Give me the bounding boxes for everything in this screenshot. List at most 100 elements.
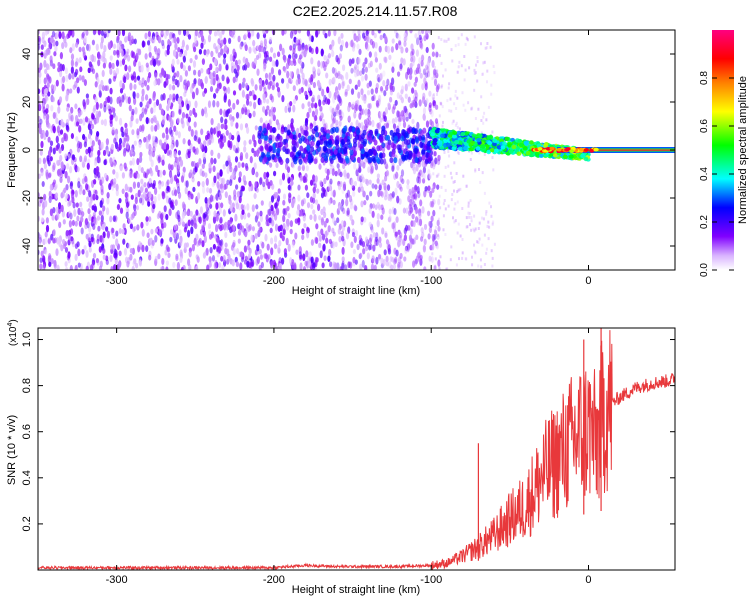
- spectrogram-noise-cell: [171, 110, 175, 118]
- spectrogram-noise-cell: [161, 159, 165, 166]
- spectrogram-faint-cell: [434, 103, 437, 107]
- spectrogram-noise-cell: [138, 240, 142, 247]
- spectrogram-noise-cell: [266, 209, 271, 216]
- spectrogram-faint-cell: [451, 59, 454, 63]
- spectrogram-noise-cell: [47, 64, 51, 71]
- spectrogram-noise-cell: [339, 171, 343, 178]
- spectrogram-noise-cell: [248, 100, 253, 107]
- spectrogram-noise-cell: [81, 159, 85, 167]
- spectrogram-noise-cell: [330, 190, 334, 197]
- spectrogram-noise-cell: [374, 87, 379, 94]
- spectrogram-noise-cell: [74, 189, 78, 198]
- spectrogram-noise-cell: [87, 232, 92, 239]
- spectrogram-noise-cell: [257, 221, 261, 227]
- spectrogram-noise-cell: [172, 230, 176, 239]
- spectrogram-noise-cell: [253, 139, 257, 148]
- spectrogram-band-cell: [282, 139, 287, 145]
- spectrogram-noise-cell: [136, 158, 140, 166]
- spectrogram-noise-cell: [71, 30, 75, 38]
- spectrogram-noise-cell: [213, 158, 217, 165]
- spectrogram-noise-cell: [64, 261, 68, 267]
- spectrogram-noise-cell: [161, 191, 165, 200]
- spectrogram-faint-cell: [491, 264, 494, 268]
- spectrogram-noise-cell: [225, 109, 229, 118]
- spectrogram-noise-cell: [75, 41, 79, 48]
- spectrogram-noise-cell: [125, 192, 129, 198]
- spectrogram-noise-cell: [73, 163, 77, 171]
- spectrogram-band-cell: [326, 148, 331, 155]
- spectrogram-noise-cell: [64, 67, 68, 75]
- spectrogram-noise-cell: [273, 170, 277, 177]
- spectrogram-faint-cell: [478, 168, 480, 171]
- spectrogram-noise-cell: [131, 265, 135, 270]
- spectrogram-noise-cell: [382, 70, 386, 77]
- spectrogram-noise-cell: [212, 99, 216, 108]
- spectrogram-noise-cell: [107, 95, 111, 104]
- spectrogram-noise-cell: [414, 76, 418, 83]
- spectrogram-noise-cell: [83, 101, 87, 110]
- spectrogram-noise-cell: [152, 36, 156, 44]
- spectrogram-noise-cell: [345, 232, 350, 240]
- spectrogram-noise-cell: [55, 40, 59, 47]
- spectrogram-noise-cell: [198, 48, 202, 55]
- spectrogram-noise-cell: [246, 203, 250, 211]
- spectrogram-noise-cell: [97, 171, 101, 179]
- spectrogram-noise-cell: [148, 216, 152, 222]
- spectrogram-noise-cell: [355, 119, 359, 127]
- figure-title: C2E2.2025.214.11.57.R08: [293, 3, 458, 19]
- spectrogram-noise-cell: [193, 222, 197, 228]
- spectrogram-noise-cell: [145, 62, 149, 68]
- spectrogram-noise-cell: [148, 153, 153, 162]
- spectrogram-noise-cell: [187, 65, 191, 72]
- spectrogram-noise-cell: [253, 192, 257, 200]
- spectrogram-noise-cell: [88, 240, 92, 248]
- spectrogram-noise-cell: [99, 200, 103, 208]
- spectrogram-faint-cell: [470, 228, 473, 232]
- spectrogram-noise-cell: [176, 166, 180, 175]
- spectrogram-noise-cell: [40, 169, 44, 177]
- spectrogram-noise-cell: [156, 52, 160, 60]
- spectrogram-noise-cell: [340, 39, 345, 48]
- spectrogram-noise-cell: [172, 261, 176, 269]
- spectrogram-noise-cell: [431, 42, 435, 50]
- spectrogram-noise-cell: [151, 240, 155, 246]
- spectrogram-noise-cell: [384, 57, 388, 64]
- spectrogram-noise-cell: [197, 180, 201, 187]
- spectrogram-noise-cell: [232, 54, 236, 62]
- spectrogram-noise-cell: [368, 237, 372, 245]
- spectrogram-noise-cell: [200, 67, 204, 74]
- spectrogram-noise-cell: [284, 105, 288, 114]
- spectrogram-noise-cell: [364, 264, 368, 270]
- spectrogram-noise-cell: [146, 232, 150, 239]
- spectrogram-noise-cell: [201, 170, 205, 177]
- spectrogram-noise-cell: [421, 54, 425, 62]
- spectrogram-noise-cell: [331, 227, 335, 234]
- spectrogram-noise-cell: [427, 57, 431, 65]
- spectrogram-noise-cell: [217, 44, 221, 50]
- spectrogram-noise-cell: [281, 78, 285, 84]
- spectrogram-noise-cell: [38, 239, 42, 246]
- spectrogram-noise-cell: [167, 252, 171, 259]
- spectrogram-noise-cell: [87, 133, 92, 140]
- spectrogram-noise-cell: [203, 140, 207, 147]
- spectrogram-noise-cell: [218, 207, 222, 215]
- spectrogram-noise-cell: [314, 199, 319, 205]
- spectrogram-noise-cell: [258, 52, 262, 59]
- spectrogram-noise-cell: [362, 247, 366, 255]
- spectrogram-band-cell: [343, 148, 348, 155]
- spectrogram-noise-cell: [383, 249, 387, 256]
- spectrogram-noise-cell: [109, 55, 113, 61]
- spectrogram-noise-cell: [153, 79, 157, 87]
- spectrogram-noise-cell: [407, 96, 411, 103]
- spectrogram-faint-cell: [442, 202, 445, 206]
- spectrogram-noise-cell: [69, 264, 73, 270]
- spectrogram-noise-cell: [119, 165, 123, 172]
- spectrogram-noise-cell: [388, 208, 392, 215]
- spectrogram-noise-cell: [159, 169, 163, 178]
- spectrogram-noise-cell: [87, 208, 91, 215]
- spectrogram-noise-cell: [146, 101, 150, 109]
- spectrogram-noise-cell: [365, 178, 369, 187]
- spectrogram-noise-cell: [318, 242, 322, 249]
- spectrogram-faint-cell: [454, 94, 457, 98]
- spectrogram-noise-cell: [173, 224, 177, 231]
